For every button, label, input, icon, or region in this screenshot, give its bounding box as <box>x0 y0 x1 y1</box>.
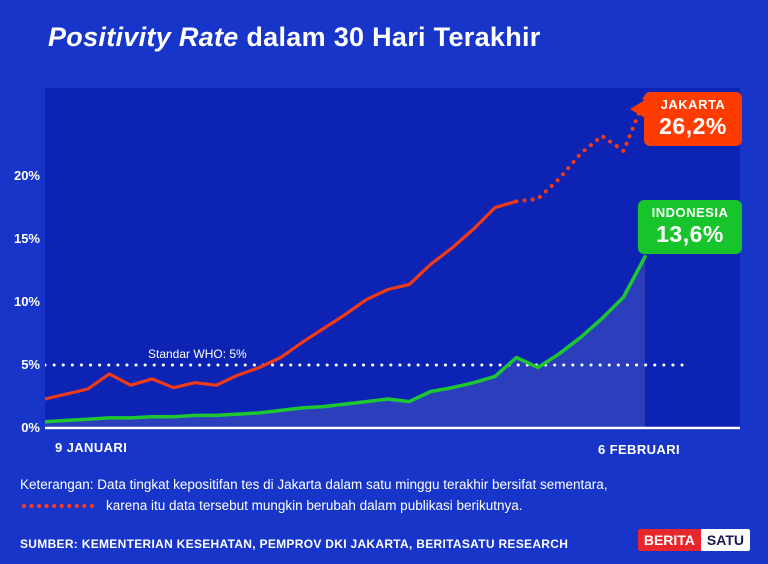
footnote-line2-text: karena itu data tersebut mungkin berubah… <box>106 498 523 513</box>
indonesia-callout: INDONESIA 13,6% <box>638 200 742 255</box>
y-axis-tick-label: 15% <box>13 231 40 247</box>
jakarta-value: 26,2% <box>659 112 727 139</box>
x-axis-end-label: 6 FEBRUARI <box>598 442 681 457</box>
y-axis-tick-label: 0% <box>21 420 40 435</box>
who-standard-label: Standar WHO: 5% <box>148 347 247 361</box>
dotted-line-legend-sample <box>22 503 94 508</box>
footnote: Keterangan: Data tingkat kepositifan tes… <box>20 474 608 516</box>
jakarta-series-label: JAKARTA <box>660 97 726 112</box>
title-rest-part: dalam 30 Hari Terakhir <box>238 22 541 52</box>
footnote-line2: karena itu data tersebut mungkin berubah… <box>20 495 608 516</box>
chart-svg <box>45 96 740 430</box>
plot-area-background <box>45 88 740 430</box>
page-title: Positivity Rate dalam 30 Hari Terakhir <box>48 22 541 53</box>
footnote-line1: Keterangan: Data tingkat kepositifan tes… <box>20 477 608 492</box>
beritasatu-logo: BERITA SATU <box>637 529 750 551</box>
jakarta-callout-arrow <box>630 100 645 118</box>
y-axis-tick-label: 10% <box>13 294 40 310</box>
logo-berita-part: BERITA <box>637 529 701 551</box>
y-axis-tick-label: 5% <box>21 357 40 372</box>
jakarta-callout: JAKARTA 26,2% <box>644 92 742 147</box>
x-axis-start-label: 9 JANUARI <box>55 440 128 455</box>
indonesia-value: 13,6% <box>656 220 724 247</box>
source-credit: SUMBER: KEMENTERIAN KESEHATAN, PEMPROV D… <box>20 537 569 551</box>
title-italic-part: Positivity Rate <box>48 22 239 52</box>
logo-satu-part: SATU <box>700 529 750 551</box>
indonesia-series-label: INDONESIA <box>651 205 729 220</box>
y-axis-tick-label: 20% <box>13 168 40 184</box>
